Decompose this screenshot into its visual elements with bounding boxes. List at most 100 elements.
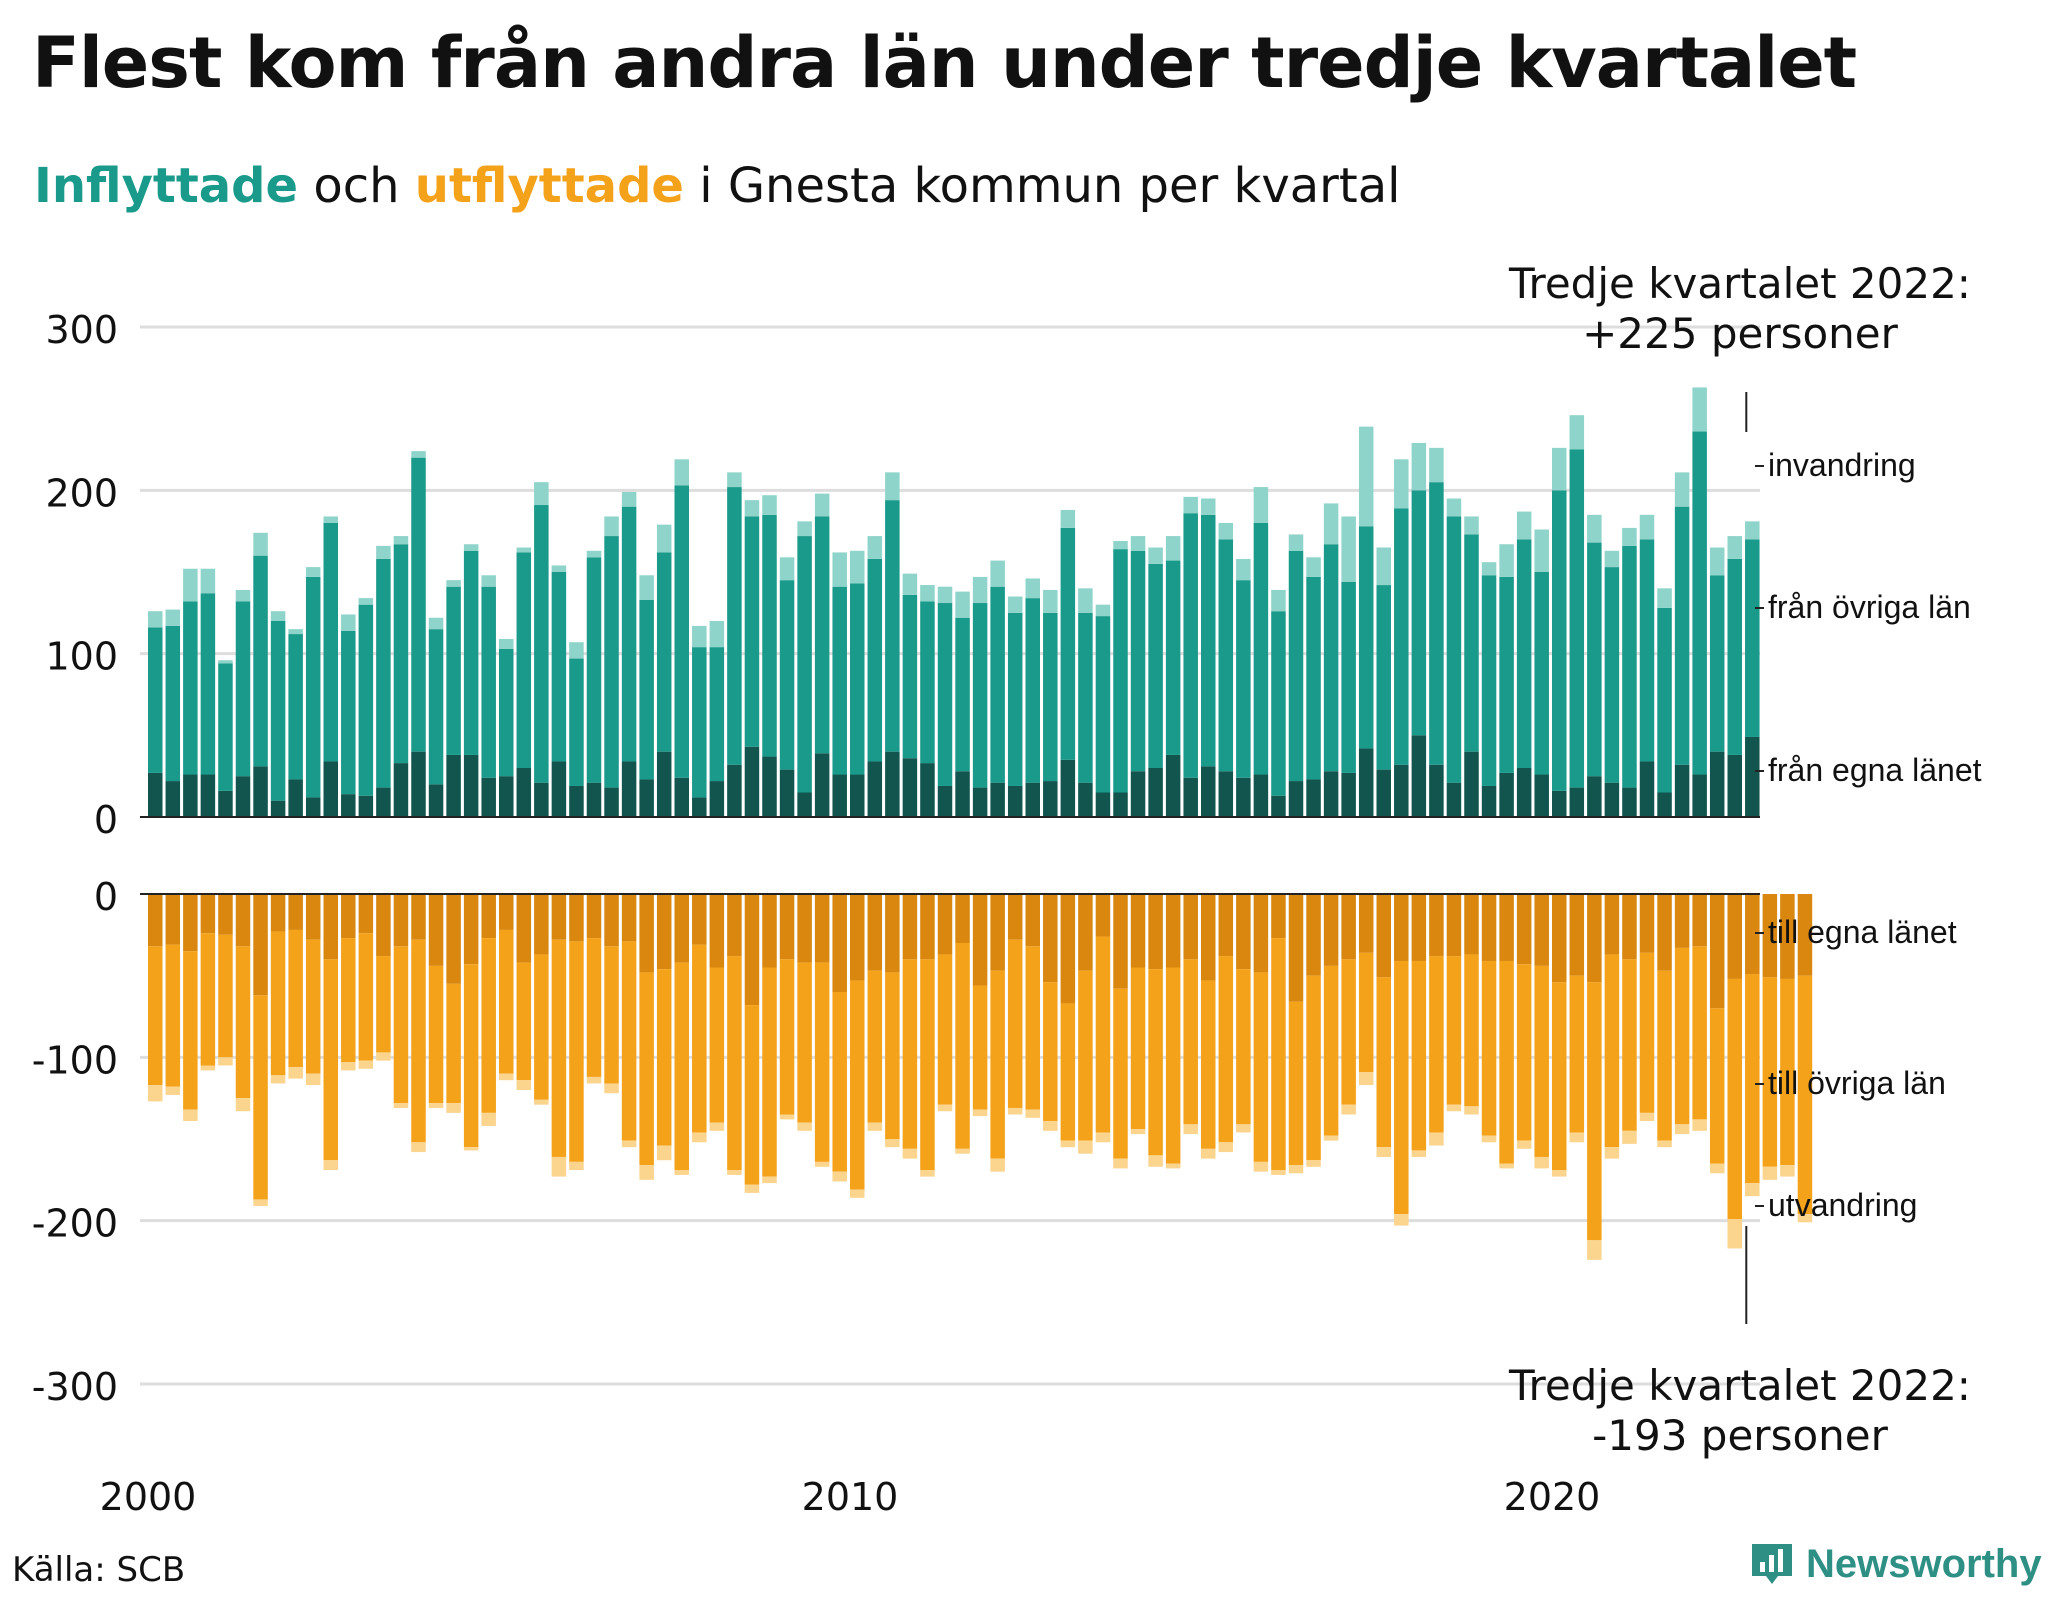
- bar-out-other-counties: [1201, 980, 1216, 1149]
- bar-in-immigration: [1025, 578, 1040, 599]
- bar-out-emigration: [569, 1161, 584, 1171]
- bar-out-own-county: [288, 894, 303, 930]
- bar-out-other-counties: [1446, 956, 1462, 1105]
- bar-in-immigration: [885, 472, 900, 501]
- bar-out-own-county: [165, 894, 181, 945]
- bar-out-other-counties: [1323, 965, 1339, 1136]
- bar-out-emigration: [1534, 1156, 1549, 1169]
- bar-in-own-county: [148, 772, 163, 817]
- bar-out-other-counties: [1236, 969, 1251, 1125]
- bar-in-other-counties: [270, 621, 286, 801]
- bar-out-emigration: [341, 1062, 356, 1071]
- bar-in-own-county: [253, 766, 268, 817]
- bar-in-other-counties: [376, 558, 391, 788]
- bar-out-other-counties: [990, 970, 1005, 1159]
- bar-in-other-counties: [1306, 576, 1321, 780]
- bar-in-other-counties: [674, 485, 689, 778]
- bar-out-other-counties: [1692, 946, 1707, 1120]
- bar-in-other-counties: [1201, 514, 1216, 767]
- bar-out-other-counties: [709, 967, 725, 1123]
- bar-in-own-county: [1499, 772, 1514, 817]
- bar-out-own-county: [1552, 894, 1567, 983]
- bar-in-other-counties: [727, 487, 742, 765]
- bar-in-own-county: [674, 777, 689, 817]
- bar-out-emigration: [1692, 1119, 1707, 1131]
- bar-out-own-county: [428, 894, 444, 966]
- bar-out-own-county: [1762, 894, 1778, 978]
- bar-out-own-county: [1183, 894, 1198, 960]
- bar-in-own-county: [1148, 768, 1163, 817]
- bar-in-own-county: [569, 785, 584, 817]
- bar-out-other-counties: [569, 941, 584, 1162]
- x-tick-label: 2000: [100, 1475, 197, 1519]
- bar-in-immigration: [1288, 534, 1304, 551]
- bar-out-other-counties: [1429, 956, 1444, 1133]
- bar-in-other-counties: [1481, 575, 1497, 786]
- bar-in-other-counties: [499, 648, 514, 777]
- bar-in-own-county: [1727, 754, 1742, 817]
- bar-out-other-counties: [762, 967, 777, 1177]
- bar-out-other-counties: [656, 969, 672, 1146]
- bar-in-own-county: [850, 774, 865, 817]
- bar-out-own-county: [656, 894, 672, 970]
- bar-in-immigration: [358, 598, 374, 605]
- bar-out-own-county: [270, 894, 286, 932]
- bar-out-emigration: [1078, 1140, 1093, 1154]
- bar-in-immigration: [1569, 415, 1585, 450]
- bar-in-own-county: [200, 774, 216, 817]
- bar-out-emigration: [1183, 1124, 1198, 1135]
- newsworthy-icon: [1752, 1544, 1792, 1584]
- bar-out-own-county: [1516, 894, 1532, 965]
- bar-in-immigration: [1709, 547, 1725, 576]
- bar-in-immigration: [393, 536, 409, 545]
- bar-in-other-counties: [604, 536, 619, 788]
- bar-out-emigration: [920, 1170, 935, 1177]
- bar-in-other-counties: [1043, 612, 1058, 782]
- bar-out-own-county: [1780, 894, 1795, 979]
- bar-out-own-county: [1113, 894, 1128, 989]
- bar-out-other-counties: [1060, 1003, 1076, 1141]
- bar-in-other-counties: [972, 603, 988, 788]
- bar-out-emigration: [323, 1160, 338, 1171]
- bar-in-own-county: [288, 779, 303, 817]
- bar-in-other-counties: [165, 625, 181, 782]
- bar-out-emigration: [867, 1122, 883, 1131]
- bar-in-immigration: [1201, 498, 1216, 515]
- bar-out-other-counties: [1043, 982, 1058, 1122]
- bar-out-emigration: [534, 1099, 549, 1105]
- bar-out-other-counties: [850, 980, 865, 1190]
- bar-out-own-county: [411, 894, 426, 940]
- bar-out-emigration: [832, 1171, 847, 1182]
- x-tick-label: 2020: [1504, 1475, 1601, 1519]
- bar-out-own-county: [937, 894, 953, 955]
- bar-in-immigration: [1165, 536, 1181, 561]
- bar-out-emigration: [218, 1057, 233, 1066]
- bar-out-other-counties: [1306, 975, 1321, 1161]
- bar-in-immigration: [1341, 516, 1356, 582]
- bar-in-other-counties: [534, 505, 549, 783]
- y-tick-label: 0: [94, 798, 118, 842]
- bar-out-own-county: [534, 894, 549, 955]
- bar-in-own-county: [183, 774, 198, 817]
- bar-in-immigration: [779, 557, 795, 581]
- bar-out-own-county: [1534, 894, 1549, 966]
- bar-in-immigration: [499, 638, 514, 649]
- bar-in-own-county: [797, 792, 812, 817]
- bar-out-own-county: [1218, 894, 1234, 957]
- bar-in-own-county: [814, 753, 830, 817]
- bar-out-own-county: [551, 894, 567, 940]
- bar-out-own-county: [1025, 894, 1040, 947]
- bar-in-other-counties: [1622, 545, 1637, 788]
- bar-in-immigration: [1481, 562, 1497, 576]
- bar-in-own-county: [709, 781, 725, 817]
- subtitle-och: och: [298, 158, 415, 214]
- bar-out-other-counties: [1674, 947, 1690, 1125]
- bar-in-immigration: [183, 568, 198, 602]
- bar-out-emigration: [1604, 1147, 1620, 1159]
- bar-out-other-counties: [1341, 959, 1356, 1105]
- bar-out-emigration: [814, 1161, 830, 1167]
- bar-in-other-counties: [1499, 576, 1514, 773]
- bar-out-own-county: [972, 894, 988, 986]
- bar-in-immigration: [463, 544, 479, 551]
- bar-out-own-county: [1358, 894, 1374, 953]
